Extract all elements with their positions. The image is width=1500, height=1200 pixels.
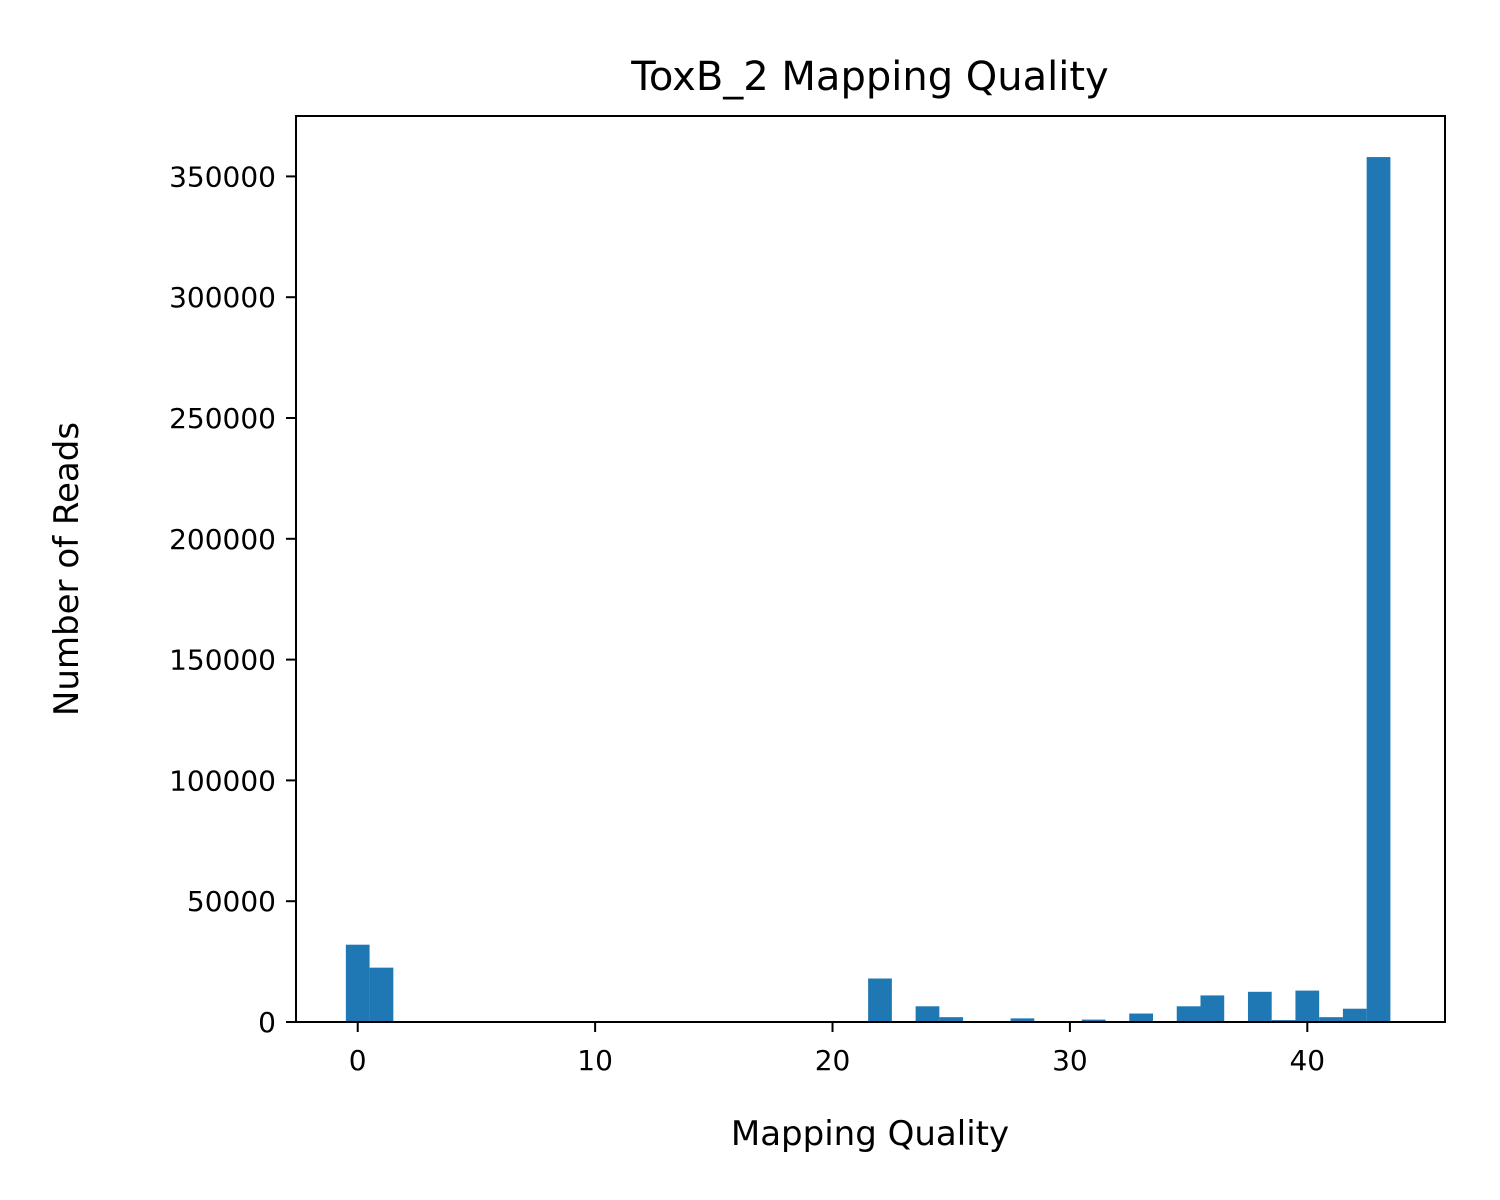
y-tick-label: 150000 [169, 644, 276, 677]
plot-frame [295, 115, 1446, 1023]
x-tick-label: 10 [577, 1044, 613, 1077]
y-tick-label: 50000 [187, 885, 276, 918]
histogram-bar [1295, 990, 1320, 1022]
histogram-bar [1010, 1018, 1035, 1022]
histogram-bar [868, 978, 892, 1022]
x-tick-label: 20 [815, 1044, 851, 1077]
histogram-bar [1366, 157, 1391, 1022]
histogram-bar [1081, 1019, 1106, 1022]
histogram-bar [1129, 1013, 1154, 1022]
y-tick-label: 250000 [169, 402, 276, 435]
x-axis-ticks: 0 10 20 30 40 [349, 1022, 1325, 1077]
x-tick-label: 40 [1289, 1044, 1325, 1077]
y-tick-label: 100000 [169, 764, 276, 797]
histogram-bar [369, 967, 394, 1022]
histogram-bar [1176, 1006, 1201, 1022]
histogram-bar [1200, 995, 1225, 1022]
histogram-bar [939, 1017, 964, 1022]
y-axis-label: Number of Reads [47, 422, 87, 716]
bars-group [345, 157, 1391, 1022]
histogram-bar [1342, 1008, 1367, 1022]
y-tick-label: 350000 [169, 160, 276, 193]
y-tick-label: 0 [258, 1006, 276, 1039]
y-tick-label: 300000 [169, 281, 276, 314]
y-tick-label: 200000 [169, 523, 276, 556]
x-tick-label: 0 [349, 1044, 367, 1077]
histogram-bar [1247, 991, 1272, 1022]
histogram-bar [1319, 1017, 1343, 1022]
histogram-bar [915, 1006, 940, 1022]
x-tick-label: 30 [1052, 1044, 1088, 1077]
x-axis-label: Mapping Quality [731, 1114, 1009, 1154]
y-axis-ticks: 0 50000 100000 150000 200000 250000 300000 3500… [169, 160, 296, 1039]
histogram-bar [345, 944, 370, 1022]
chart-title: ToxB_2 Mapping Quality [630, 54, 1108, 100]
